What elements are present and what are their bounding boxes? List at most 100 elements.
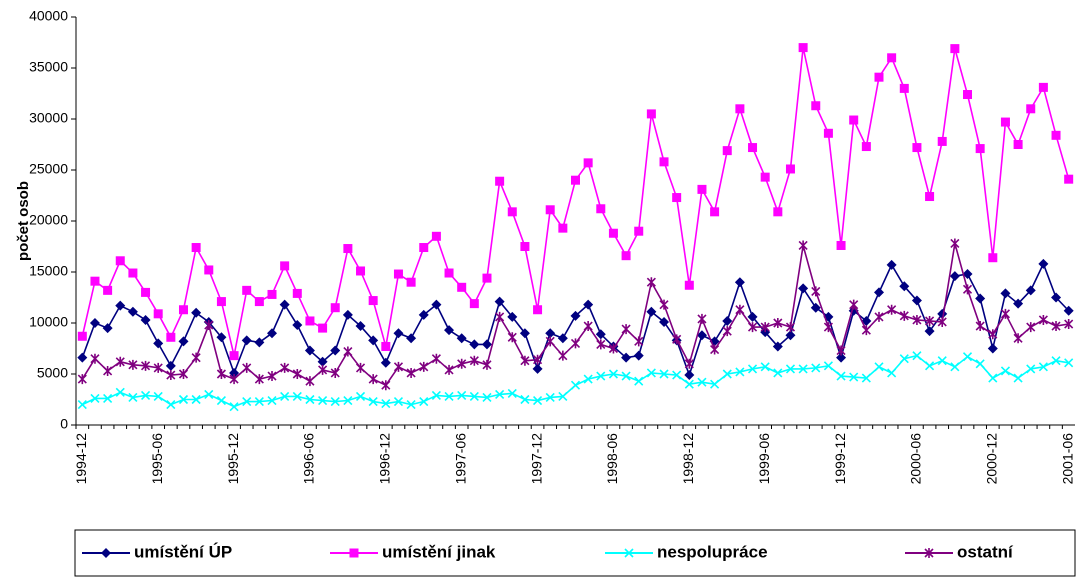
y-axis-label: počet osob — [15, 181, 32, 261]
marker — [280, 362, 290, 373]
marker — [1038, 362, 1048, 372]
marker — [748, 143, 758, 153]
marker — [697, 184, 707, 194]
marker — [760, 172, 770, 182]
y-tick-label: 30000 — [29, 110, 68, 126]
marker — [280, 391, 290, 402]
marker — [571, 175, 580, 185]
marker — [419, 361, 429, 372]
marker — [646, 306, 657, 317]
marker — [785, 164, 795, 174]
marker — [747, 322, 758, 333]
marker — [1000, 366, 1011, 376]
marker — [950, 44, 960, 54]
x-tick-label: 2000-06 — [908, 433, 924, 485]
marker — [355, 391, 366, 402]
marker — [393, 361, 404, 372]
marker — [242, 396, 252, 407]
marker — [861, 142, 871, 152]
marker — [166, 332, 176, 342]
marker — [495, 176, 505, 186]
marker — [646, 368, 656, 378]
marker — [507, 207, 517, 217]
marker — [1026, 322, 1036, 333]
marker — [634, 376, 644, 386]
marker — [608, 369, 619, 379]
marker — [925, 192, 935, 202]
marker — [987, 343, 998, 354]
marker — [596, 204, 606, 214]
marker — [697, 313, 707, 324]
marker — [444, 364, 454, 375]
x-tick-label: 1995-12 — [225, 433, 241, 485]
marker — [393, 396, 404, 407]
marker — [349, 548, 359, 558]
marker — [457, 282, 467, 292]
marker — [697, 377, 707, 387]
marker — [533, 305, 543, 315]
marker — [734, 277, 745, 288]
marker — [469, 355, 479, 366]
marker — [128, 392, 138, 403]
marker — [912, 143, 922, 153]
marker — [596, 371, 606, 381]
marker — [722, 315, 733, 326]
marker — [342, 309, 353, 320]
marker — [937, 316, 947, 327]
legend-label: umístění jinak — [382, 542, 496, 561]
marker — [722, 326, 732, 337]
marker — [1013, 298, 1024, 309]
y-tick-label: 40000 — [29, 8, 68, 24]
marker — [1051, 321, 1061, 332]
marker — [419, 396, 429, 407]
marker — [1013, 140, 1023, 149]
marker — [267, 289, 277, 299]
marker — [583, 374, 593, 384]
marker — [911, 295, 922, 306]
marker — [873, 287, 884, 298]
marker — [874, 72, 884, 82]
marker — [621, 352, 632, 363]
marker — [482, 273, 492, 283]
marker — [785, 364, 796, 374]
marker — [431, 390, 441, 400]
marker — [101, 548, 111, 558]
marker — [1064, 319, 1074, 330]
marker — [115, 387, 125, 397]
marker — [532, 363, 543, 374]
marker — [988, 329, 998, 340]
marker — [178, 369, 189, 379]
marker — [267, 371, 277, 382]
marker — [191, 307, 202, 318]
marker — [355, 321, 366, 332]
marker — [937, 136, 947, 146]
marker — [229, 351, 239, 361]
marker — [937, 356, 947, 366]
marker — [469, 391, 479, 402]
legend-label: umístění ÚP — [134, 542, 232, 561]
marker — [279, 299, 290, 310]
marker — [495, 389, 505, 399]
marker — [887, 53, 897, 63]
marker — [153, 309, 163, 319]
marker — [355, 362, 366, 373]
marker — [874, 311, 884, 322]
marker — [115, 256, 125, 266]
marker — [710, 344, 720, 355]
marker — [406, 277, 416, 287]
marker — [481, 339, 492, 350]
y-tick-label: 15000 — [29, 263, 68, 279]
marker — [1026, 364, 1036, 374]
marker — [975, 359, 985, 369]
marker — [292, 391, 302, 402]
marker — [899, 354, 909, 364]
marker — [229, 374, 239, 385]
marker — [469, 299, 479, 309]
marker — [153, 391, 163, 402]
marker — [634, 336, 644, 347]
marker — [141, 287, 151, 297]
marker — [912, 314, 922, 325]
marker — [836, 240, 846, 250]
marker — [710, 379, 720, 389]
